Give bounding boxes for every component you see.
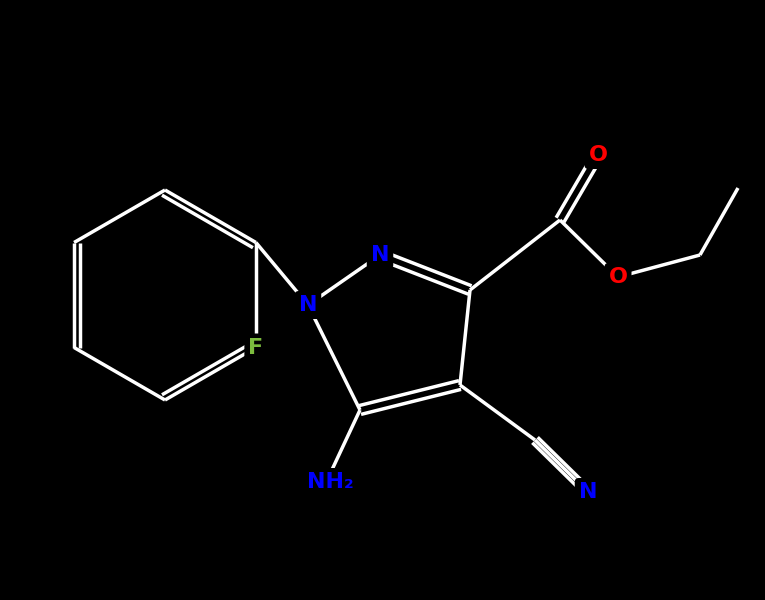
Text: O: O xyxy=(588,145,607,165)
Text: O: O xyxy=(608,267,627,287)
Text: F: F xyxy=(249,337,263,358)
Text: NH₂: NH₂ xyxy=(307,472,353,492)
Text: N: N xyxy=(371,245,389,265)
Text: N: N xyxy=(299,295,317,315)
Text: N: N xyxy=(579,482,597,502)
